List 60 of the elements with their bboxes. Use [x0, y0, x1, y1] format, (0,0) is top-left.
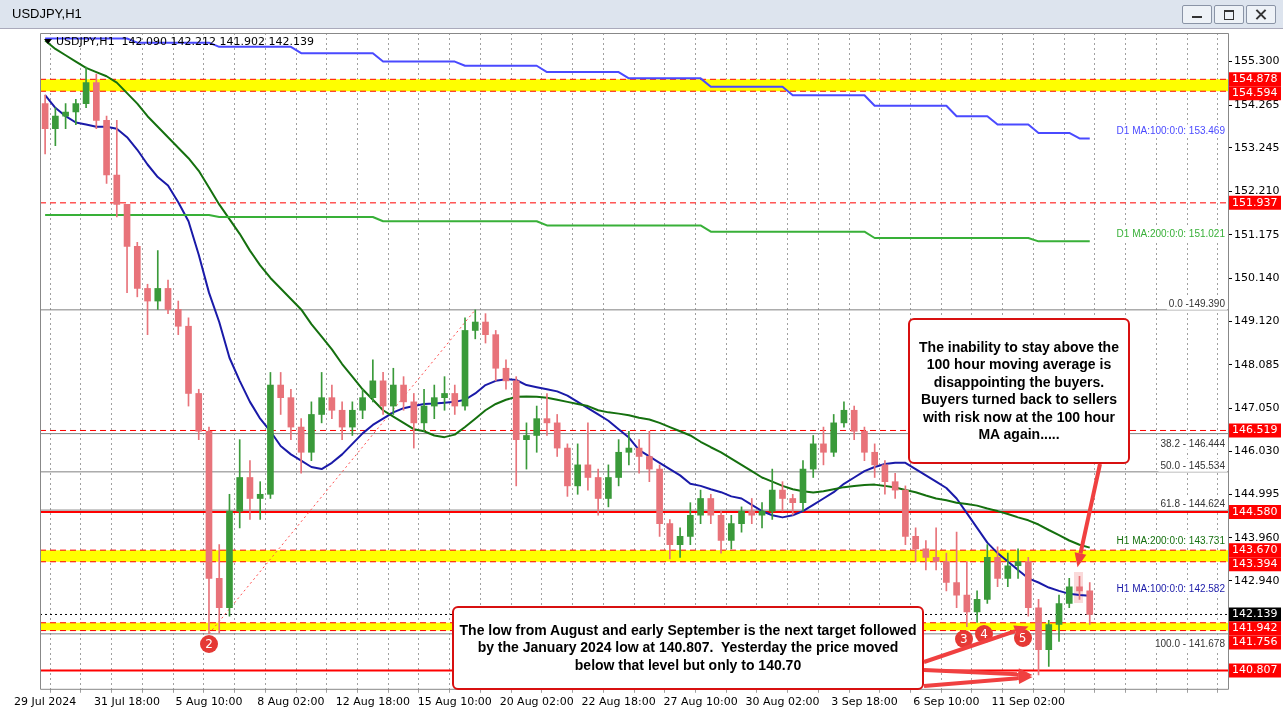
ref-line-label: 140.807	[1232, 663, 1278, 677]
candlestick	[1014, 548, 1022, 579]
text: H1 MA:200:0:0: 143.731	[1116, 534, 1226, 546]
x-tick-label: 11 Sep 02:00	[991, 695, 1066, 709]
candlestick	[543, 393, 551, 436]
callout-box: The inability to stay above the 100 hour moving average is disappointing the buyers. Buyers turned back to sellers with risk now at the 100 hour MA again.....	[908, 318, 1130, 464]
candlestick	[758, 502, 766, 529]
annotation: 50.0 - 145.534	[1160, 459, 1226, 471]
text: D1 MA:200:0:0: 151.021	[1116, 228, 1226, 240]
annotation: 38.2 - 146.444	[1160, 437, 1226, 449]
chart-subtitle: USDJPY,H1	[12, 6, 82, 21]
candlestick	[635, 439, 643, 474]
y-tick-label: 153.245	[1234, 140, 1280, 154]
ref-line-label: 146.519	[1232, 423, 1278, 437]
x-tick-label: 15 Aug 10:00	[417, 695, 492, 709]
legend-label: 141.756	[1232, 635, 1278, 649]
y-tick-label: 152.210	[1234, 184, 1280, 198]
x-tick-label: 6 Sep 10:00	[913, 695, 980, 709]
ref-line-label: 141.942	[1232, 621, 1278, 635]
y-tick-label: 148.085	[1234, 357, 1280, 371]
ref-line-label: 151.937	[1232, 195, 1278, 209]
x-tick-label: 8 Aug 02:00	[257, 695, 325, 709]
ref-line-label: 143.670	[1232, 543, 1278, 557]
y-tick-label: 151.175	[1234, 227, 1280, 241]
annotation: 100.0 - 141.678	[1154, 637, 1226, 649]
y-tick-label: 149.120	[1234, 314, 1280, 328]
y-tick-label: 143.960	[1234, 530, 1280, 544]
x-tick-label: 27 Aug 10:00	[663, 695, 738, 709]
ref-line-label: 143.394	[1232, 557, 1278, 571]
y-tick-label: 150.140	[1234, 271, 1280, 285]
y-tick-label: 142.940	[1234, 573, 1280, 587]
x-tick-label: 30 Aug 02:00	[745, 695, 820, 709]
candlestick	[625, 430, 633, 466]
candlestick	[154, 250, 162, 310]
x-tick-label: 20 Aug 02:00	[499, 695, 574, 709]
text: H1 MA:100:0:0: 142.582	[1116, 582, 1226, 594]
annotation: 61.8 - 144.624	[1160, 498, 1226, 510]
y-tick-label: 146.030	[1234, 443, 1280, 457]
ref-line-label: 154.594	[1232, 86, 1278, 100]
y-tick-label: 155.300	[1234, 54, 1280, 68]
x-tick-label: 29 Jul 2024	[13, 695, 77, 709]
x-tick-label: 3 Sep 18:00	[831, 695, 898, 709]
callout-box: The low from August and early September is the next target followed by the January 2024 low at 140.807. Yesterday the price moved below that level but only to 140.70	[452, 606, 924, 690]
annotation: 0.0 -149.390	[1168, 297, 1226, 309]
y-tick-label: 154.265	[1234, 97, 1280, 111]
y-tick-label: 147.050	[1234, 401, 1280, 415]
number-badge: 2	[199, 634, 218, 653]
ref-line-label: 142.139	[1232, 607, 1278, 621]
x-tick-label: 22 Aug 18:00	[581, 695, 656, 709]
candlestick	[256, 481, 264, 520]
text: D1 MA:100:0:0: 153.469	[1116, 125, 1226, 137]
candlestick	[789, 493, 797, 516]
y-tick-label: 144.995	[1234, 487, 1280, 501]
candlestick	[932, 527, 940, 571]
x-tick-label: 12 Aug 18:00	[335, 695, 410, 709]
x-tick-label: 5 Aug 10:00	[175, 695, 243, 709]
x-tick-label: 31 Jul 18:00	[94, 695, 161, 709]
candlestick	[748, 498, 756, 525]
ref-line-label: 144.580	[1232, 504, 1278, 518]
ref-line-label: 154.878	[1232, 72, 1278, 86]
